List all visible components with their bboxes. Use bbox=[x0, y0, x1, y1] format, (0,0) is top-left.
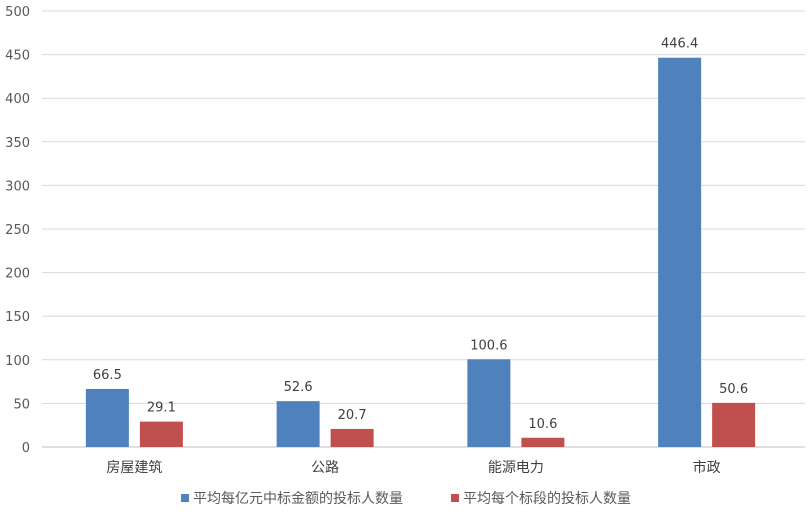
bar-series-2 bbox=[330, 428, 374, 447]
y-tick-label: 300 bbox=[5, 179, 30, 194]
x-axis-categories: 房屋建筑 公路 能源电力 市政 bbox=[106, 459, 720, 476]
data-labels: 66.5 29.1 52.6 20.7 100.6 10.6 446.4 50.6 bbox=[93, 37, 748, 432]
data-label: 29.1 bbox=[147, 401, 176, 416]
bar-series-2 bbox=[712, 402, 756, 447]
category-label: 房屋建筑 bbox=[106, 460, 162, 476]
gridlines bbox=[42, 10, 805, 448]
bar-series-1 bbox=[467, 359, 511, 447]
bar-series-2 bbox=[521, 437, 565, 447]
data-label: 446.4 bbox=[661, 37, 698, 52]
category-label: 能源电力 bbox=[488, 460, 544, 476]
y-tick-label: 400 bbox=[5, 92, 30, 107]
y-tick-label: 500 bbox=[5, 5, 30, 20]
data-label: 52.6 bbox=[284, 380, 313, 395]
y-tick-label: 150 bbox=[5, 310, 30, 325]
data-label: 50.6 bbox=[719, 382, 748, 397]
legend-swatch-series-1 bbox=[181, 494, 189, 502]
bar-series-1 bbox=[85, 389, 129, 447]
y-tick-label: 50 bbox=[13, 397, 30, 412]
y-tick-label: 0 bbox=[22, 441, 30, 456]
bar-series-1 bbox=[658, 57, 702, 448]
legend-swatch-series-2 bbox=[451, 494, 459, 502]
legend-label-series-2: 平均每个标段的投标人数量 bbox=[463, 491, 631, 507]
legend-label-series-1: 平均每亿元中标金额的投标人数量 bbox=[193, 491, 403, 507]
y-tick-label: 350 bbox=[5, 136, 30, 151]
y-tick-label: 100 bbox=[5, 354, 30, 369]
category-label: 公路 bbox=[311, 460, 339, 476]
data-label: 100.6 bbox=[470, 338, 507, 353]
legend: 平均每亿元中标金额的投标人数量 平均每个标段的投标人数量 bbox=[181, 491, 631, 507]
y-tick-label: 200 bbox=[5, 267, 30, 282]
data-label: 66.5 bbox=[93, 368, 122, 383]
bar-series-2 bbox=[139, 421, 183, 447]
bar-series-1 bbox=[276, 401, 320, 447]
data-label: 10.6 bbox=[528, 417, 557, 432]
y-tick-label: 250 bbox=[5, 223, 30, 238]
bars bbox=[85, 57, 756, 448]
category-label: 市政 bbox=[693, 459, 721, 476]
y-axis-ticks: 0 50 100 150 200 250 300 350 400 450 500 bbox=[5, 5, 30, 456]
data-label: 20.7 bbox=[338, 408, 367, 423]
y-tick-label: 450 bbox=[5, 49, 30, 64]
